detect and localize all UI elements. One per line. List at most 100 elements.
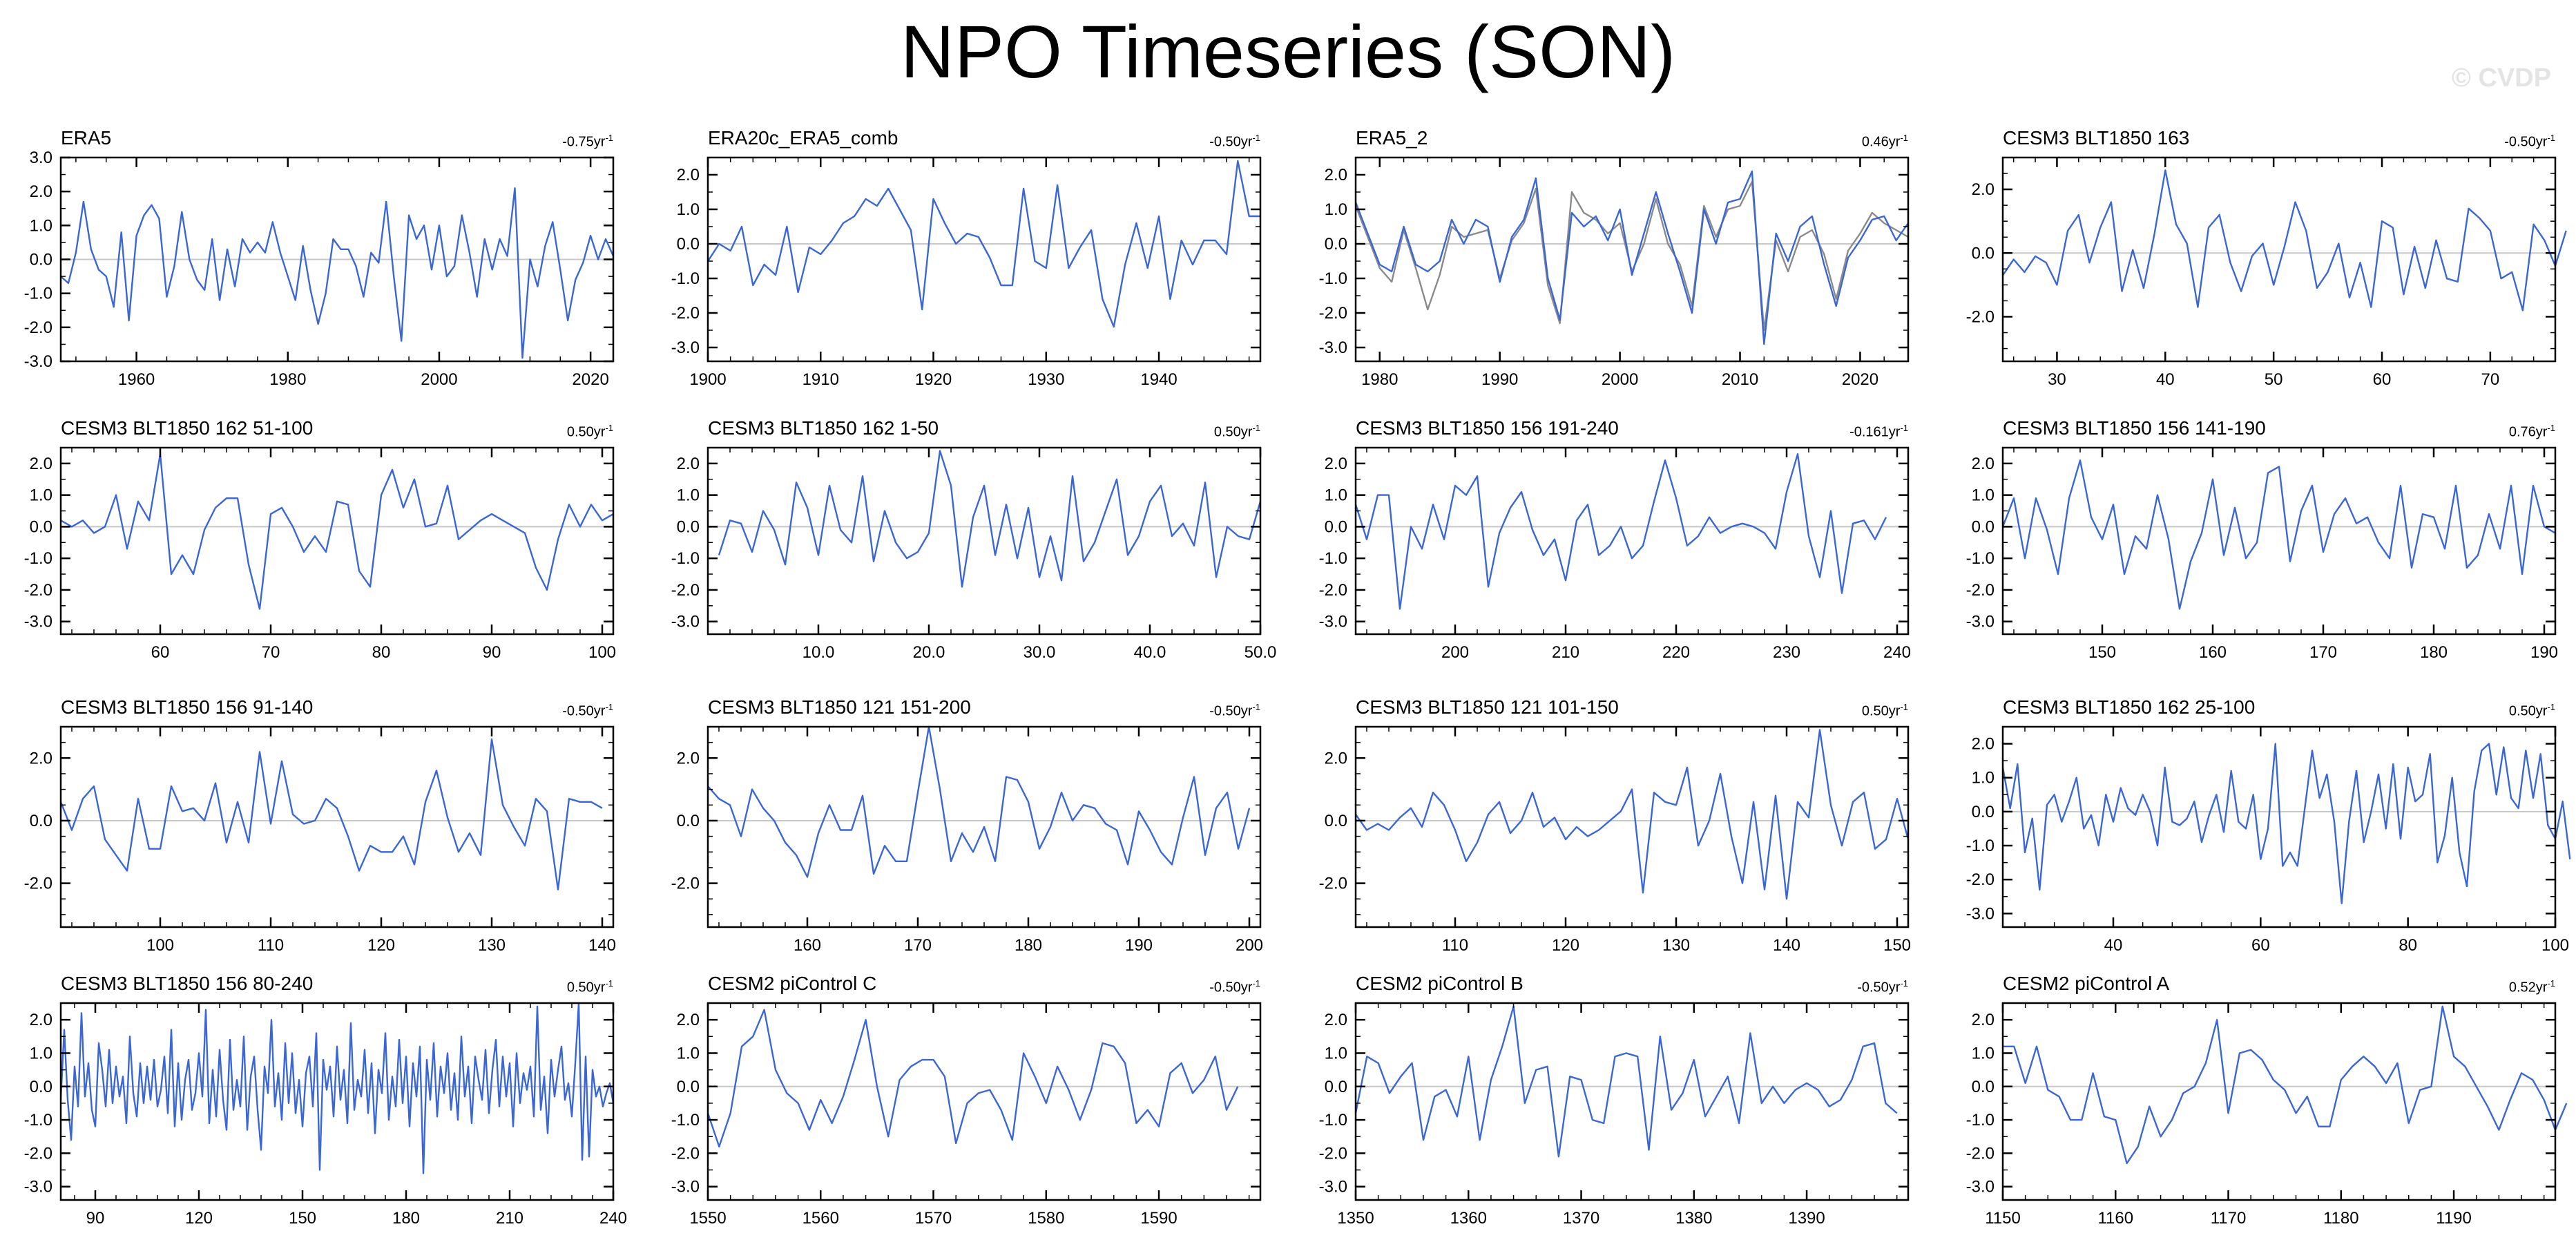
panel-title: CESM3 BLT1850 156 91-140 bbox=[61, 696, 314, 718]
y-tick-label: -1.0 bbox=[1966, 1111, 1995, 1130]
x-tick-label: 2020 bbox=[1842, 370, 1878, 389]
trend-exponent: -1 bbox=[2547, 702, 2555, 712]
series-line bbox=[2001, 459, 2556, 610]
y-tick-label: 2.0 bbox=[1325, 1011, 1347, 1029]
plot-frame bbox=[59, 1002, 615, 1201]
y-tick-label: -2.0 bbox=[1966, 581, 1995, 600]
series-line bbox=[60, 452, 614, 610]
plot-frame bbox=[1354, 725, 1910, 928]
x-tick-label: 150 bbox=[1883, 936, 1911, 955]
plot-frame bbox=[2001, 446, 2557, 636]
plot-frame bbox=[2001, 156, 2557, 363]
panel-title: ERA5 bbox=[61, 127, 112, 149]
x-tick-label: 180 bbox=[2420, 643, 2448, 662]
trend-value: -0.75yr bbox=[562, 134, 606, 150]
timeseries-panel: 2.0 1.0 0.0 -1.0 -2.0 -3.0 40 60 80 100 bbox=[1966, 725, 2571, 955]
y-tick-label: 0.0 bbox=[1325, 517, 1347, 536]
y-tick-label: -2.0 bbox=[1966, 870, 1995, 889]
y-tick-label: 0.0 bbox=[1325, 1078, 1347, 1096]
y-tick-label: 1.0 bbox=[1325, 200, 1347, 219]
series-line bbox=[718, 450, 1262, 588]
y-tick-label: 0.0 bbox=[677, 517, 700, 536]
trend-value: 0.50yr bbox=[566, 980, 606, 995]
y-tick-label: 0.0 bbox=[677, 812, 700, 830]
y-tick-label: 0.0 bbox=[1325, 812, 1347, 830]
y-tick-label: -3.0 bbox=[1319, 613, 1347, 631]
x-tick-label: 220 bbox=[1662, 643, 1690, 662]
panel-title: CESM3 BLT1850 162 25-100 bbox=[2003, 696, 2256, 718]
x-tick-label: 1910 bbox=[802, 370, 839, 389]
x-tick-label: 1570 bbox=[915, 1209, 952, 1228]
x-tick-label: 1380 bbox=[1675, 1209, 1712, 1228]
timeseries-panel: 2.0 1.0 0.0 -1.0 -2.0 -3.0 60 70 80 90 100 bbox=[24, 446, 616, 662]
y-tick-label: -2.0 bbox=[671, 581, 700, 600]
y-tick-label: 0.0 bbox=[1972, 517, 1995, 536]
trend-value: -0.50yr bbox=[1209, 703, 1253, 719]
trend-value: 0.46yr bbox=[1861, 134, 1901, 150]
y-tick-label: -3.0 bbox=[24, 352, 52, 371]
series-line bbox=[1354, 170, 1909, 345]
trend-exponent: -1 bbox=[605, 978, 613, 989]
x-tick-label: 2000 bbox=[1602, 370, 1638, 389]
y-tick-label: -2.0 bbox=[1966, 1144, 1995, 1163]
panel-trend: -0.75yr-1 bbox=[406, 133, 613, 151]
y-tick-label: 0.0 bbox=[1972, 244, 1995, 263]
panel-title: ERA20c_ERA5_comb bbox=[708, 127, 898, 149]
trend-exponent: -1 bbox=[605, 133, 613, 143]
y-tick-label: -1.0 bbox=[671, 549, 700, 568]
series-line bbox=[707, 725, 1251, 878]
timeseries-panel: 3.0 2.0 1.0 0.0 -1.0 -2.0 -3.0 1960 1980 2000 2020 bbox=[24, 149, 615, 389]
y-tick-label: -1.0 bbox=[24, 549, 52, 568]
series-line bbox=[60, 187, 615, 359]
y-tick-label: -2.0 bbox=[24, 1144, 52, 1163]
y-tick-label: 2.0 bbox=[30, 749, 52, 768]
y-tick-label: -1.0 bbox=[671, 269, 700, 288]
series-line bbox=[707, 1009, 1239, 1147]
panel-title: CESM2 piControl C bbox=[708, 973, 877, 994]
y-tick-label: -3.0 bbox=[671, 339, 700, 357]
trend-exponent: -1 bbox=[1252, 133, 1260, 143]
timeseries-panel: 2.0 1.0 0.0 -1.0 -2.0 -3.0 150 160 170 180 190 bbox=[1966, 446, 2558, 662]
series-line bbox=[59, 1002, 615, 1174]
x-tick-label: 80 bbox=[372, 643, 391, 662]
x-tick-label: 1160 bbox=[2097, 1209, 2133, 1228]
panel-trend: 0.50yr-1 bbox=[1053, 423, 1260, 441]
x-tick-label: 1920 bbox=[915, 370, 952, 389]
x-tick-label: 1990 bbox=[1481, 370, 1518, 389]
plot-frame bbox=[2001, 725, 2557, 928]
y-tick-label: 2.0 bbox=[1325, 455, 1347, 473]
x-tick-label: 180 bbox=[1015, 936, 1042, 955]
y-tick-label: 0.0 bbox=[1325, 235, 1347, 254]
y-tick-label: -2.0 bbox=[671, 304, 700, 323]
x-tick-label: 1980 bbox=[269, 370, 306, 389]
trend-exponent: -1 bbox=[1900, 423, 1908, 433]
y-tick-label: -3.0 bbox=[24, 613, 52, 631]
x-tick-label: 190 bbox=[2530, 643, 2558, 662]
x-tick-label: 10.0 bbox=[802, 643, 835, 662]
x-tick-label: 60 bbox=[151, 643, 170, 662]
series-line bbox=[2002, 169, 2567, 312]
y-tick-label: -3.0 bbox=[671, 1178, 700, 1197]
panel-title: CESM3 BLT1850 121 101-150 bbox=[1356, 696, 1619, 718]
trend-exponent: -1 bbox=[1252, 702, 1260, 712]
y-tick-label: -2.0 bbox=[671, 1144, 700, 1163]
panel-trend: -0.50yr-1 bbox=[406, 702, 613, 720]
x-tick-label: 230 bbox=[1773, 643, 1800, 662]
y-tick-label: -1.0 bbox=[1319, 1111, 1347, 1130]
y-tick-label: 1.0 bbox=[30, 486, 52, 505]
x-tick-label: 90 bbox=[483, 643, 501, 662]
panel-trend: 0.52yr-1 bbox=[2348, 978, 2555, 996]
y-tick-label: 2.0 bbox=[30, 182, 52, 201]
x-tick-label: 130 bbox=[478, 936, 506, 955]
x-tick-label: 110 bbox=[1442, 936, 1468, 955]
x-tick-label: 1580 bbox=[1028, 1209, 1064, 1228]
panel-title: CESM3 BLT1850 162 1-50 bbox=[708, 417, 939, 439]
y-tick-label: -2.0 bbox=[24, 875, 52, 893]
x-tick-label: 20.0 bbox=[913, 643, 945, 662]
y-tick-label: 1.0 bbox=[1325, 1044, 1347, 1062]
x-tick-label: 50 bbox=[2265, 370, 2283, 389]
x-tick-label: 1170 bbox=[2211, 1209, 2247, 1228]
panel-trend: 0.46yr-1 bbox=[1701, 133, 1908, 151]
trend-value: -0.161yr bbox=[1849, 424, 1901, 440]
panel-trend: -0.50yr-1 bbox=[1053, 133, 1260, 151]
